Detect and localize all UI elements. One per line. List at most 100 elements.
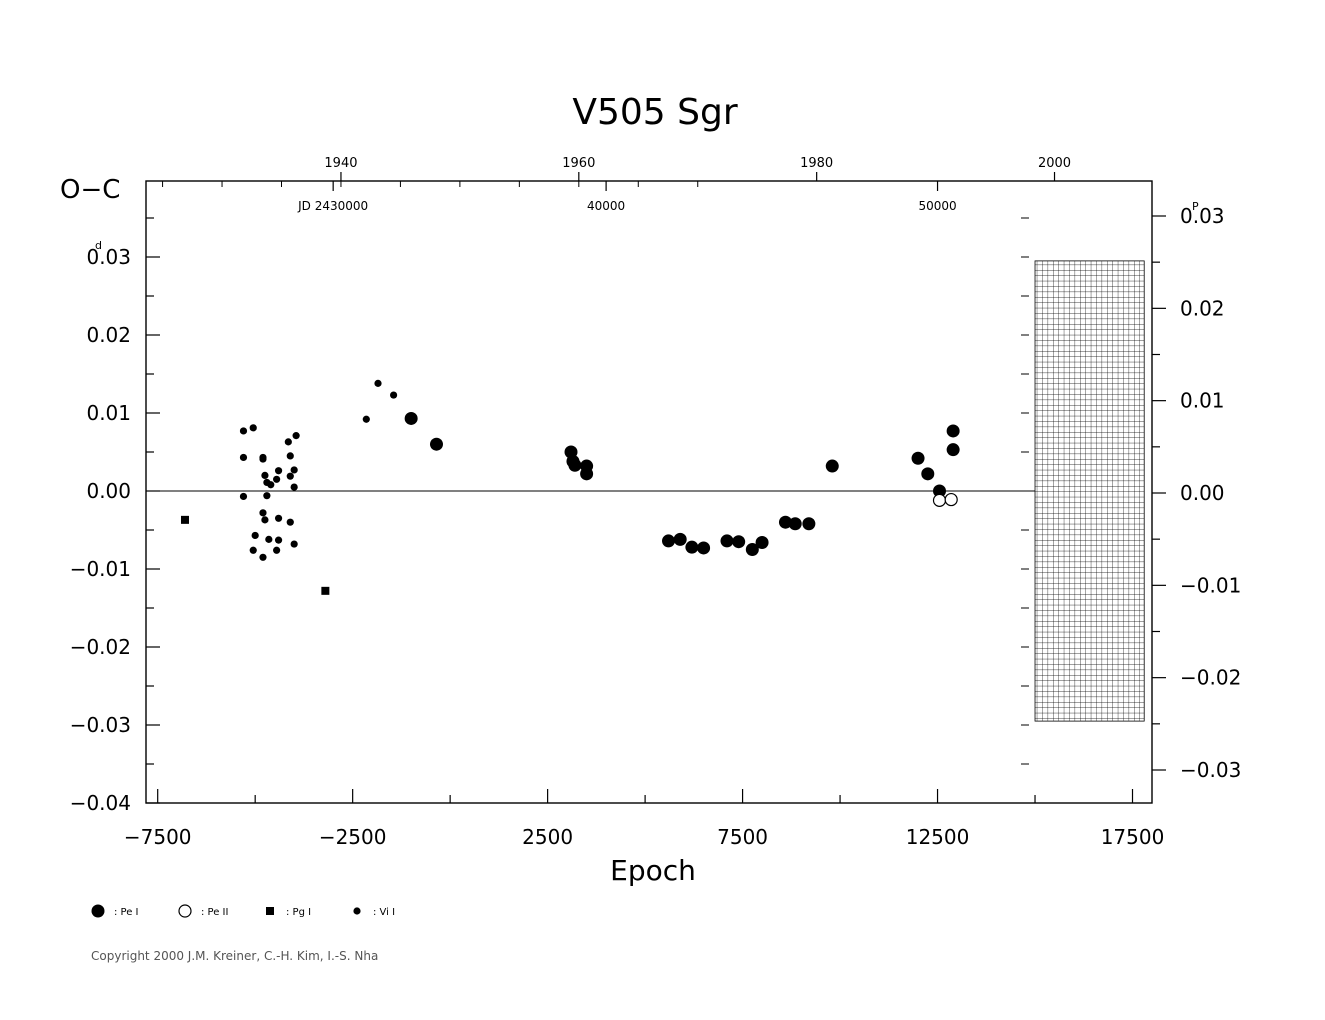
y-left-tick-label: 0.00	[86, 479, 131, 503]
copyright-note: Copyright 2000 J.M. Kreiner, C.-H. Kim, …	[91, 949, 378, 963]
data-point	[267, 481, 275, 489]
data-point	[273, 475, 281, 483]
x-axis-ticks: −7500 −2500 2500 7500 12500 17500	[124, 789, 1164, 849]
data-point	[685, 540, 699, 554]
y-left-tick-label: −0.03	[70, 713, 131, 737]
data-point	[697, 541, 711, 555]
legend-label: : Vi I	[373, 907, 395, 918]
data-point	[274, 467, 283, 475]
data-point	[273, 546, 281, 554]
data-point	[673, 532, 687, 546]
jd-tick-label: 40000	[587, 199, 625, 213]
y-right-tick-label: 0.03	[1180, 204, 1225, 228]
data-point	[788, 517, 802, 531]
data-point	[286, 472, 294, 480]
y-right-tick-label: −0.02	[1180, 666, 1241, 690]
data-point	[265, 535, 273, 543]
y-left-tick-label: 0.03	[86, 245, 131, 269]
year-axis-ticks: 1940 1960 1980 2000	[162, 156, 1071, 187]
y-axis-label: O−C	[60, 175, 120, 205]
data-point	[802, 517, 816, 531]
legend: : Pe I: Pe II: Pg I: Vi I	[91, 904, 395, 918]
data-point	[911, 451, 925, 465]
data-point	[259, 455, 267, 463]
jd-tick-label: JD 2430000	[297, 199, 368, 213]
y-right-tick-label: −0.01	[1180, 573, 1241, 597]
data-point	[825, 459, 839, 473]
y-right-tick-label: 0.01	[1180, 389, 1225, 413]
data-point	[261, 516, 269, 524]
data-point	[286, 518, 294, 526]
data-point	[290, 483, 298, 491]
y-left-tick-label: −0.02	[70, 635, 131, 659]
data-point	[274, 514, 283, 522]
y-axis-right-ticks: 0.03 0.02 0.01 0.00 −0.01 −0.02 −0.03	[1152, 204, 1241, 782]
x-tick-label: 17500	[1101, 825, 1165, 849]
chart-title: V505 Sgr	[572, 92, 737, 133]
data-point	[932, 484, 946, 498]
year-tick-label: 1980	[800, 156, 833, 171]
data-point	[580, 459, 594, 473]
y-axis-unit-left: d	[95, 239, 102, 252]
x-axis-label: Epoch	[610, 854, 696, 887]
y-right-tick-label: −0.03	[1180, 758, 1241, 782]
y-axis-unit-right: P	[1192, 200, 1199, 213]
legend-marker	[353, 907, 361, 915]
y-axis-left-ticks: 0.03 0.02 0.01 0.00 −0.01 −0.02 −0.03 −0.04	[70, 217, 1029, 815]
x-tick-label: 12500	[906, 825, 970, 849]
x-tick-label: −7500	[124, 825, 192, 849]
data-point	[290, 540, 298, 548]
jd-axis-ticks: JD 2430000 40000 50000	[297, 181, 957, 213]
data-point	[239, 427, 248, 435]
data-point	[274, 536, 283, 544]
data-point	[239, 492, 248, 501]
data-point	[921, 467, 935, 481]
data-point	[429, 437, 443, 451]
data-point	[284, 438, 292, 446]
data-point	[661, 534, 675, 548]
data-point	[390, 391, 398, 399]
x-tick-label: 7500	[717, 825, 768, 849]
data-point	[239, 453, 248, 462]
x-tick-label: −2500	[319, 825, 387, 849]
data-point	[946, 443, 960, 457]
data-point	[180, 515, 189, 524]
hatched-area	[1034, 260, 1145, 722]
data-point	[374, 379, 382, 387]
data-point	[745, 543, 759, 556]
data-point	[755, 535, 769, 549]
data-point	[720, 534, 734, 548]
data-point	[321, 586, 330, 595]
legend-label: : Pg I	[286, 907, 311, 918]
data-point	[259, 509, 267, 517]
data-point	[568, 458, 582, 472]
jd-tick-label: 50000	[918, 199, 956, 213]
y-left-tick-label: 0.01	[86, 401, 131, 425]
legend-marker	[91, 904, 105, 918]
data-point	[732, 535, 746, 549]
data-point	[946, 424, 960, 438]
data-point	[944, 492, 958, 507]
year-tick-label: 2000	[1038, 156, 1071, 171]
data-points	[180, 379, 960, 595]
legend-marker	[178, 904, 192, 918]
data-point	[251, 531, 259, 540]
data-point	[259, 553, 267, 561]
y-right-tick-label: 0.02	[1180, 296, 1225, 320]
legend-marker	[266, 907, 274, 915]
y-left-tick-label: 0.02	[86, 323, 131, 347]
data-point	[249, 546, 257, 554]
data-point	[249, 424, 257, 432]
y-left-tick-label: −0.01	[70, 557, 131, 581]
y-right-tick-label: 0.00	[1180, 481, 1225, 505]
data-point	[263, 492, 271, 500]
data-point	[362, 415, 370, 423]
data-point	[292, 432, 300, 440]
y-left-tick-label: −0.04	[70, 791, 131, 815]
hatched-region	[1034, 260, 1145, 722]
plot-frame	[145, 180, 1153, 804]
legend-label: : Pe II	[201, 907, 228, 918]
x-tick-label: 2500	[522, 825, 573, 849]
data-point	[932, 493, 947, 507]
